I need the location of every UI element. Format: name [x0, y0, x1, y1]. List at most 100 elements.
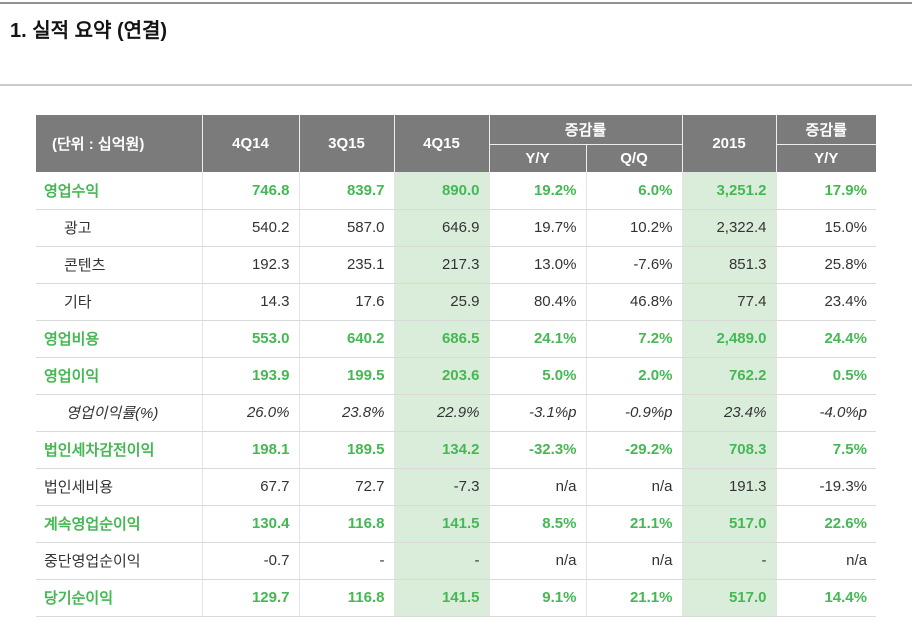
cell-value: 2,322.4: [681, 209, 776, 247]
cell-value: 116.8: [298, 579, 394, 617]
row-label: 콘텐츠: [36, 246, 202, 284]
row-label: 광고: [36, 209, 202, 247]
cell-value: 235.1: [298, 246, 394, 284]
table-row: 중단영업순이익 -0.7- - n/a n/a - n/a: [36, 542, 876, 580]
col-header-qq: Q/Q: [585, 144, 682, 172]
cell-value: 193.9: [201, 357, 299, 395]
results-table: (단위 : 십억원) 4Q14 3Q15 4Q15 증감률 2015 증감률 Y…: [36, 115, 876, 617]
cell-value: 198.1: [201, 431, 299, 469]
row-label: 영업이익: [36, 357, 202, 395]
cell-value: 517.0: [681, 505, 776, 543]
cell-value: -7.3: [393, 468, 489, 506]
cell-value: 19.2%: [488, 172, 586, 210]
cell-value: n/a: [775, 542, 876, 580]
col-header-change-group: 증감률: [488, 115, 682, 145]
row-label: 법인세차감전이익: [36, 431, 202, 469]
cell-value: 25.8%: [775, 246, 876, 284]
row-label: 법인세비용: [36, 468, 202, 506]
cell-value: 640.2: [298, 320, 394, 358]
cell-value: 203.6: [393, 357, 489, 395]
cell-value: 540.2: [201, 209, 299, 247]
cell-value: 686.5: [393, 320, 489, 358]
table-row: 법인세차감전이익 198.1 189.5 134.2 -32.3% -29.2% 708.3…: [36, 431, 876, 469]
cell-value: 134.2: [393, 431, 489, 469]
cell-value: 116.8: [298, 505, 394, 543]
cell-value: n/a: [488, 468, 586, 506]
cell-value: 7.2%: [585, 320, 682, 358]
cell-value: 22.6%: [775, 505, 876, 543]
cell-value: 17.6: [298, 283, 394, 321]
cell-value: n/a: [488, 542, 586, 580]
row-label: 영업비용: [36, 320, 202, 358]
cell-value: n/a: [585, 468, 682, 506]
cell-value: 129.7: [201, 579, 299, 617]
col-header-2015: 2015: [681, 115, 776, 172]
cell-value: -0.7: [201, 542, 299, 580]
cell-value: n/a: [585, 542, 682, 580]
cell-value: 14.3: [201, 283, 299, 321]
row-label: 계속영업순이익: [36, 505, 202, 543]
cell-value: 9.1%: [488, 579, 586, 617]
cell-value: 25.9: [393, 283, 489, 321]
cell-value: 5.0%: [488, 357, 586, 395]
cell-value: 890.0: [393, 172, 489, 210]
cell-value: 10.2%: [585, 209, 682, 247]
cell-value: 19.7%: [488, 209, 586, 247]
cell-value: 199.5: [298, 357, 394, 395]
top-divider: [0, 2, 912, 4]
unit-label-header: (단위 : 십억원): [36, 115, 202, 172]
cell-value: 141.5: [393, 505, 489, 543]
table-row: 계속영업순이익 130.4 116.8 141.5 8.5% 21.1% 517.0 22.6…: [36, 505, 876, 543]
cell-value: 2,489.0: [681, 320, 776, 358]
cell-value: 191.3: [681, 468, 776, 506]
cell-value: 24.4%: [775, 320, 876, 358]
table-row: 콘텐츠 192.3 235.1 217.3 13.0% -7.6% 851.3 25.8%: [36, 246, 876, 284]
col-header-year-change-group: 증감률: [775, 115, 876, 145]
cell-value: -4.0%p: [775, 394, 876, 432]
cell-value: -32.3%: [488, 431, 586, 469]
cell-value: 646.9: [393, 209, 489, 247]
table-header: (단위 : 십억원) 4Q14 3Q15 4Q15 증감률 2015 증감률 Y…: [36, 115, 876, 172]
col-header-yy: Y/Y: [488, 144, 586, 172]
table-row: 광고 540.2 587.0 646.9 19.7% 10.2% 2,322.4 15.0%: [36, 209, 876, 247]
cell-value: 23.8%: [298, 394, 394, 432]
row-label: 영업수익: [36, 172, 202, 210]
cell-value: -3.1%p: [488, 394, 586, 432]
cell-value: 77.4: [681, 283, 776, 321]
cell-value: 8.5%: [488, 505, 586, 543]
cell-value: 130.4: [201, 505, 299, 543]
cell-value: 708.3: [681, 431, 776, 469]
cell-value: 24.1%: [488, 320, 586, 358]
table-row: 당기순이익 129.7 116.8 141.5 9.1% 21.1% 517.0 14.4%: [36, 579, 876, 617]
row-label: 영업이익률(%): [36, 394, 202, 432]
table-row: 영업이익률(%) 26.0% 23.8% 22.9% -3.1%p -0.9%p 23.4%…: [36, 394, 876, 432]
cell-value: -: [681, 542, 776, 580]
cell-value: -29.2%: [585, 431, 682, 469]
cell-value: 517.0: [681, 579, 776, 617]
cell-value: 746.8: [201, 172, 299, 210]
cell-value: 851.3: [681, 246, 776, 284]
cell-value: -0.9%p: [585, 394, 682, 432]
cell-value: 72.7: [298, 468, 394, 506]
cell-value: 839.7: [298, 172, 394, 210]
page-title: 1. 실적 요약 (연결): [10, 20, 168, 42]
cell-value: 23.4%: [681, 394, 776, 432]
cell-value: 80.4%: [488, 283, 586, 321]
cell-value: 14.4%: [775, 579, 876, 617]
cell-value: -: [393, 542, 489, 580]
cell-value: 553.0: [201, 320, 299, 358]
col-header-4q14: 4Q14: [201, 115, 299, 172]
col-header-3q15: 3Q15: [298, 115, 394, 172]
cell-value: 23.4%: [775, 283, 876, 321]
table-row: 기타 14.3 17.6 25.9 80.4% 46.8% 77.4 23.4%: [36, 283, 876, 321]
cell-value: 7.5%: [775, 431, 876, 469]
cell-value: 26.0%: [201, 394, 299, 432]
table-row: 법인세비용 67.7 72.7 -7.3 n/a n/a 191.3 -19.3%: [36, 468, 876, 506]
table-body: 영업수익 746.8 839.7 890.0 19.2% 6.0% 3,251.2 17.9%…: [36, 172, 876, 617]
row-label: 기타: [36, 283, 202, 321]
cell-value: 21.1%: [585, 505, 682, 543]
table-row: 영업이익 193.9 199.5 203.6 5.0% 2.0% 762.2 0.5%: [36, 357, 876, 395]
title-divider: [0, 84, 912, 86]
cell-value: 587.0: [298, 209, 394, 247]
